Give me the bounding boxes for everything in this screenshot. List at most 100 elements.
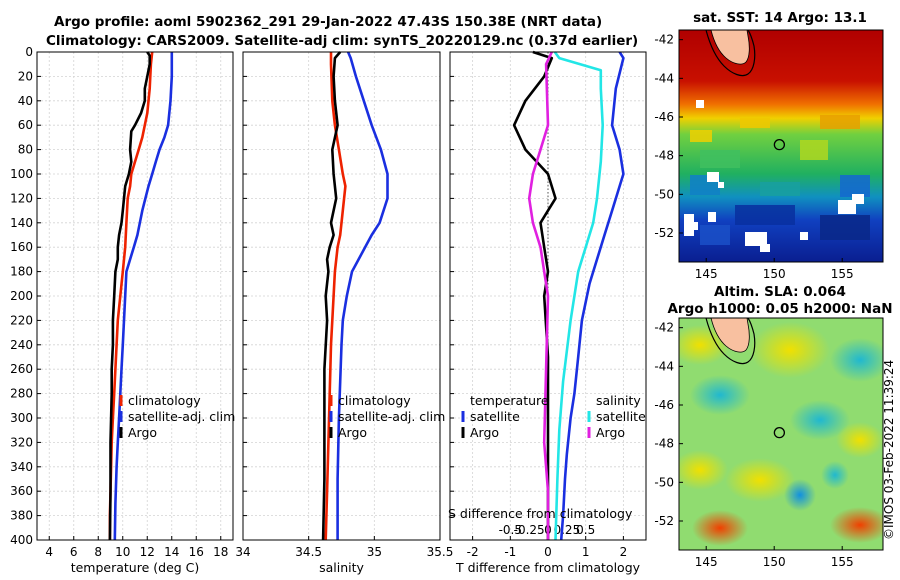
map-y-tick-label: -46	[654, 110, 674, 124]
salinity-panel: 34 34.5 35 35.5 salinity	[235, 51, 454, 575]
x-tick-label: -1	[504, 545, 516, 559]
x-tick-label: 2	[620, 545, 628, 559]
y-tick-label: 160	[10, 240, 33, 254]
map-y-tick-label: -50	[654, 187, 674, 201]
sla-argo-marker	[773, 426, 786, 439]
y-tick-label: 40	[18, 94, 33, 108]
sst-map-axes: -42 -44 -46 -48 -50 -52 145 150 155	[654, 33, 853, 281]
y-tick-label: 200	[10, 289, 33, 303]
plot-frame	[36, 51, 234, 541]
difference-legend: temperature satellite Argo salinity sate…	[461, 393, 646, 440]
map-y-tick-label: -48	[654, 149, 674, 163]
y-tick-label: 220	[10, 313, 33, 327]
y-tick-label: 260	[10, 362, 33, 376]
y-tick-label: 140	[10, 216, 33, 230]
x-tick-label: 12	[140, 545, 155, 559]
map-y-tick-label: -42	[654, 321, 674, 335]
map-x-tick-label: 155	[831, 267, 854, 281]
series-satellite-adj-clim	[336, 51, 389, 540]
y-tick-label: 320	[10, 435, 33, 449]
temperature-panel: 0 20 40 60 80 100 120 140 160 180 200 220 240 260 280 3…	[10, 45, 234, 575]
map-y-tick-label: -52	[654, 514, 674, 528]
x-tick-label: 35	[367, 545, 382, 559]
temperature-legend: climatology satellite-adj. clim Argo	[119, 393, 235, 440]
sla-land-tasmania	[710, 318, 750, 353]
s-difference-axis-label: S difference from climatology	[448, 506, 633, 521]
sla-anomaly	[836, 422, 883, 458]
salinity-legend: climatology satellite-adj. clim Argo	[329, 393, 445, 440]
sla-map-title-line2: Argo h1000: 0.05 h2000: NaN	[667, 301, 892, 317]
sla-map	[679, 318, 883, 550]
x-tick-label: 34.5	[295, 545, 322, 559]
x-tick-label: 35.5	[427, 545, 454, 559]
x-tick-label: 10	[115, 545, 130, 559]
y-tick-label: 280	[10, 387, 33, 401]
x-tick-label: 8	[94, 545, 102, 559]
sla-map-frame	[678, 317, 884, 551]
copyright: ©IMOS 03-Feb-2022 11:39:24	[882, 360, 896, 540]
y-tick-label: 300	[10, 411, 33, 425]
sla-anomaly	[830, 338, 883, 382]
x-tick-label: 34	[235, 545, 250, 559]
legend-label-s-satellite: satellite	[596, 409, 646, 424]
y-tick-label: 0	[25, 45, 33, 59]
sst-map	[679, 30, 883, 262]
map-y-tick-label: -44	[654, 359, 674, 373]
x-tick-label: 1	[582, 545, 590, 559]
x-tick-label: 14	[164, 545, 179, 559]
legend-heading-temperature: temperature	[470, 393, 549, 408]
legend-label-argo: Argo	[338, 425, 367, 440]
sla-land-contour	[705, 318, 756, 365]
sst-argo-marker	[773, 138, 786, 151]
legend-label-satellite-adj: satellite-adj. clim	[338, 409, 445, 424]
y-tick-label: 60	[18, 118, 33, 132]
x-tick-label: 6	[70, 545, 78, 559]
x-axis-label: T difference from climatology	[455, 560, 641, 575]
y-tick-label: 100	[10, 167, 33, 181]
sla-anomaly	[790, 400, 850, 440]
legend-heading-salinity: salinity	[596, 393, 641, 408]
sla-map-axes: -42 -44 -46 -48 -50 -52 145 150 155	[654, 321, 853, 569]
series-s-satellite	[553, 51, 605, 541]
top-axis-tick-label: -0.5	[499, 523, 522, 537]
sla-anomaly	[750, 322, 830, 378]
plot-frame	[242, 51, 441, 541]
figure-title-line2: Climatology: CARS2009. Satellite-adj cli…	[46, 33, 638, 49]
sla-anomaly	[690, 375, 750, 415]
sst-map-frame	[678, 29, 884, 263]
sla-anomaly	[830, 507, 883, 543]
sla-anomaly	[692, 510, 748, 546]
y-tick-label: 120	[10, 191, 33, 205]
legend-label-climatology: climatology	[338, 393, 411, 408]
map-x-tick-label: 155	[831, 555, 854, 569]
x-axis-label: salinity	[319, 560, 364, 575]
x-tick-label: 16	[189, 545, 204, 559]
map-y-tick-label: -46	[654, 398, 674, 412]
map-y-tick-label: -48	[654, 437, 674, 451]
series-argo	[321, 51, 342, 541]
x-tick-label: 0	[544, 545, 552, 559]
y-tick-label: 80	[18, 143, 33, 157]
top-axis-tick-label: 0.5	[576, 523, 595, 537]
series-t-satellite	[559, 51, 625, 541]
legend-label-satellite-adj: satellite-adj. clim	[128, 409, 235, 424]
y-tick-label: 20	[18, 69, 33, 83]
y-tick-label: 360	[10, 484, 33, 498]
series-argo	[108, 51, 151, 541]
sla-anomaly	[725, 458, 795, 502]
x-axis-label: temperature (deg C)	[71, 560, 200, 575]
series-t-argo	[512, 50, 557, 540]
top-axis-tick-label: 0.25	[553, 523, 580, 537]
y-tick-label: 180	[10, 265, 33, 279]
map-x-tick-label: 150	[763, 555, 786, 569]
plot-frame	[449, 51, 647, 541]
map-x-tick-label: 145	[695, 555, 718, 569]
sst-texture	[690, 115, 870, 245]
sla-anomaly	[784, 479, 816, 511]
top-axis-tick-label: -0.25	[514, 523, 545, 537]
series-s-argo	[527, 51, 553, 540]
series-satellite-adj-clim	[113, 52, 174, 541]
map-x-tick-label: 150	[763, 267, 786, 281]
sst-land-tasmania	[710, 30, 750, 65]
